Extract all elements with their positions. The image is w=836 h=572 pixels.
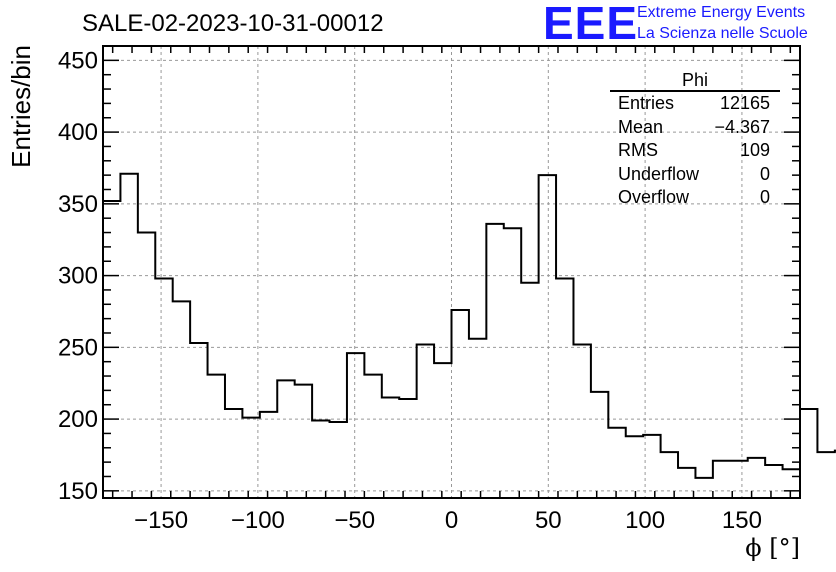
logo-line-2: La Scienza nelle Scuole — [637, 25, 808, 42]
stats-label: RMS — [618, 140, 658, 160]
histogram-bin — [190, 343, 207, 498]
stats-label: Mean — [618, 116, 664, 137]
histogram-bin — [748, 458, 765, 498]
stats-row-rms: RMS 109 — [610, 139, 780, 163]
histogram-bin — [434, 363, 451, 498]
stats-row-overflow: Overflow 0 — [610, 186, 780, 210]
histogram-bin — [417, 344, 434, 498]
stats-value: 0 — [759, 187, 770, 207]
histogram-bin — [295, 385, 312, 498]
histogram-bin — [556, 278, 573, 498]
x-tick-label: 0 — [445, 507, 458, 534]
histogram-bin — [103, 201, 120, 498]
histogram-bin — [469, 339, 486, 498]
histogram-bin — [521, 283, 538, 498]
stats-box: Phi Entries 12165 Mean −4.367 RMS 109 Un… — [610, 70, 780, 210]
histogram-bin — [155, 278, 172, 498]
histogram-bin — [643, 435, 660, 498]
y-tick-label: 250 — [58, 334, 98, 361]
histogram-bin — [783, 469, 800, 498]
y-tick-labels: 150 200 250 300 350 400 450 — [58, 47, 98, 504]
x-tick-label: −50 — [334, 507, 375, 534]
x-tick-label: 100 — [625, 507, 665, 534]
histogram-bin — [120, 174, 137, 498]
histogram-bin — [173, 301, 190, 498]
histogram-bin — [260, 412, 277, 498]
stats-label: Underflow — [618, 163, 700, 184]
run-title: SALE-02-2023-10-31-00012 — [82, 10, 384, 37]
histogram-bin — [399, 399, 416, 498]
y-tick-label: 400 — [58, 119, 98, 146]
y-tick-label: 150 — [58, 478, 98, 505]
histogram-bin — [573, 344, 590, 498]
histogram-bin — [713, 461, 730, 498]
y-tick-label: 200 — [58, 406, 98, 433]
y-tick-label: 300 — [58, 263, 98, 290]
stats-title: Phi — [610, 70, 780, 92]
histogram-bin — [138, 233, 155, 498]
stats-value: 0 — [759, 163, 770, 184]
histogram-bin — [765, 465, 782, 498]
histogram-bin — [452, 310, 469, 498]
stats-value: 12165 — [719, 93, 770, 113]
histogram-bin — [364, 375, 381, 498]
y-tick-label: 350 — [58, 191, 98, 218]
histogram-bin — [225, 409, 242, 498]
y-axis-label: Entries/bin — [6, 45, 36, 168]
x-axis-label: ϕ [°] — [745, 534, 800, 562]
plot-frame — [102, 45, 801, 499]
stats-label: Entries — [618, 93, 675, 113]
stats-label: Overflow — [618, 187, 690, 207]
histogram-bin — [626, 436, 643, 498]
y-tick-label: 450 — [58, 47, 98, 74]
histogram-bin — [817, 452, 834, 498]
stats-row-underflow: Underflow 0 — [610, 163, 780, 187]
x-tick-label: 50 — [535, 507, 562, 534]
histogram-bin — [347, 353, 364, 498]
histogram-bin — [695, 478, 712, 498]
x-tick-label: 150 — [722, 507, 762, 534]
histogram-bin — [608, 428, 625, 498]
histogram-bin — [504, 228, 521, 498]
stats-value: 109 — [739, 140, 770, 160]
logo-line-1: Extreme Energy Events — [637, 4, 806, 21]
stats-value: −4.367 — [714, 116, 770, 137]
histogram-bin — [382, 398, 399, 498]
histogram-bin — [591, 392, 608, 498]
x-tick-labels: −150 −100 −50 0 50 100 150 — [134, 507, 762, 534]
stats-row-entries: Entries 12165 — [610, 92, 780, 116]
x-tick-label: −100 — [231, 507, 285, 534]
stats-row-mean: Mean −4.367 — [610, 116, 780, 140]
eee-logo-mark: EEE — [543, 0, 639, 49]
histogram-bin — [208, 375, 225, 498]
x-tick-label: −150 — [134, 507, 188, 534]
histogram-step-line — [102, 172, 836, 498]
histogram-bin — [277, 380, 294, 498]
histogram-bin — [242, 418, 259, 498]
histogram-bin — [539, 175, 556, 498]
histogram-bin — [486, 224, 503, 498]
histogram-bin — [800, 409, 817, 498]
histogram-bin — [312, 421, 329, 498]
histogram-bin — [330, 422, 347, 498]
